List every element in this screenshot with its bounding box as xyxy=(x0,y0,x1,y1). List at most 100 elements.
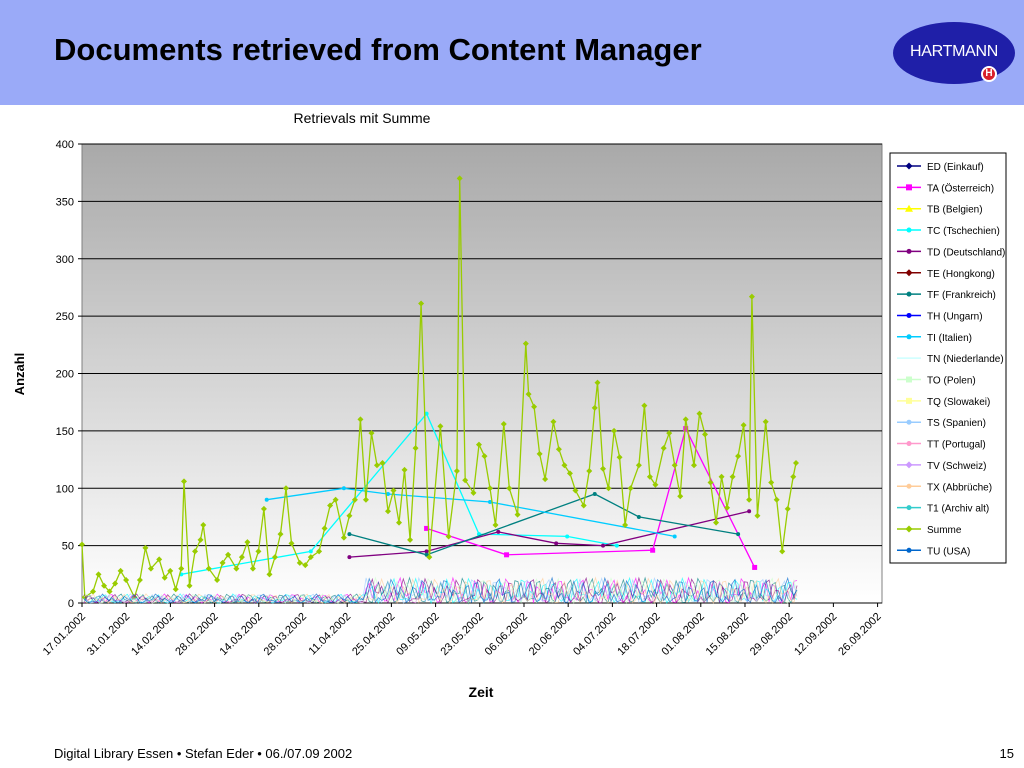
data-point xyxy=(768,479,775,486)
data-point xyxy=(249,565,256,572)
data-point xyxy=(592,491,597,496)
data-point xyxy=(752,564,758,570)
legend-marker xyxy=(906,248,912,254)
data-point xyxy=(277,531,284,538)
data-point xyxy=(156,556,163,563)
legend-label: TS (Spanien) xyxy=(927,418,986,429)
data-point xyxy=(636,514,641,519)
data-point xyxy=(200,521,207,528)
data-point xyxy=(488,500,492,505)
legend-marker xyxy=(906,419,912,425)
legend-label: Summe xyxy=(927,525,962,536)
data-point xyxy=(622,521,629,528)
x-axis: 17.01.200231.01.200214.02.200228.02.2002… xyxy=(41,602,884,658)
legend-label: TV (Schweiz) xyxy=(927,461,986,472)
legend-label: TH (Ungarn) xyxy=(927,311,983,322)
x-tick-label: 20.06.2002 xyxy=(527,611,574,658)
data-point xyxy=(373,462,380,469)
data-point xyxy=(616,454,623,461)
data-point xyxy=(396,519,403,526)
data-point xyxy=(702,431,709,438)
data-point xyxy=(172,586,179,593)
data-point xyxy=(650,547,656,553)
data-point xyxy=(555,446,562,453)
data-point xyxy=(244,539,251,546)
data-point xyxy=(601,543,606,548)
data-point xyxy=(594,379,601,386)
chart-title: Retrievals mit Summe xyxy=(294,110,431,126)
data-point xyxy=(347,555,352,560)
legend-label: TE (Hongkong) xyxy=(927,269,995,280)
slide-header: Documents retrieved from Content Manager… xyxy=(0,0,1024,105)
data-point xyxy=(492,521,499,528)
data-point xyxy=(683,426,689,432)
data-point xyxy=(385,508,391,515)
data-point xyxy=(238,554,245,561)
baseline-series-noise xyxy=(83,576,798,605)
data-point xyxy=(412,445,419,452)
data-point xyxy=(255,548,262,555)
x-tick-label: 14.03.2002 xyxy=(217,611,264,658)
data-point xyxy=(611,427,618,434)
data-point xyxy=(635,462,642,469)
data-point xyxy=(424,525,430,531)
data-point xyxy=(784,505,791,512)
data-point xyxy=(192,548,199,555)
x-tick-label: 04.07.2002 xyxy=(571,611,618,658)
legend-marker xyxy=(906,441,912,447)
data-point xyxy=(106,588,113,595)
data-point xyxy=(426,554,433,561)
data-point xyxy=(368,430,375,437)
data-point xyxy=(554,541,559,546)
data-point xyxy=(341,486,346,491)
legend-label: TA (Österreich) xyxy=(927,182,994,194)
data-point xyxy=(147,565,154,572)
data-point xyxy=(117,567,124,574)
data-point xyxy=(790,473,797,480)
retrievals-chart: Retrievals mit Summe Anzahl Zeit 0 50 100 1… xyxy=(12,110,1007,700)
y-tick-label: 0 xyxy=(68,598,74,610)
x-tick-label: 23.05.2002 xyxy=(438,611,485,658)
data-point xyxy=(178,565,185,572)
data-point xyxy=(288,540,295,547)
data-point xyxy=(307,554,314,561)
series-line-3 xyxy=(181,412,617,575)
data-point xyxy=(580,502,587,509)
data-point xyxy=(470,489,477,496)
data-point xyxy=(112,580,119,587)
data-point xyxy=(453,468,460,475)
data-point xyxy=(614,543,619,548)
legend-marker xyxy=(906,184,912,191)
data-point xyxy=(677,493,684,500)
legend-marker xyxy=(906,483,912,489)
data-point xyxy=(514,511,521,518)
legend-label: ED (Einkauf) xyxy=(927,162,984,173)
x-tick-label: 29.08.2002 xyxy=(748,611,795,658)
data-point xyxy=(496,529,501,534)
data-point xyxy=(691,462,697,469)
legend-marker xyxy=(905,204,913,212)
x-tick-label: 15.08.2002 xyxy=(704,611,751,658)
data-point xyxy=(779,548,786,555)
y-tick-label: 400 xyxy=(56,139,74,151)
data-point xyxy=(646,473,653,480)
data-point xyxy=(740,422,747,429)
data-point xyxy=(418,300,425,307)
legend-label: T1 (Archiv alt) xyxy=(927,504,989,515)
data-point xyxy=(346,512,353,519)
data-point xyxy=(746,496,753,503)
data-point xyxy=(283,485,289,492)
data-point xyxy=(205,565,212,572)
slide-title: Documents retrieved from Content Manager xyxy=(54,32,702,67)
y-tick-label: 300 xyxy=(56,254,74,266)
data-point xyxy=(379,460,386,467)
series-line-4 xyxy=(349,510,750,558)
legend-marker xyxy=(905,269,913,277)
legend-label: TB (Belgien) xyxy=(927,205,983,216)
legend-label: TF (Frankreich) xyxy=(927,290,996,301)
data-point xyxy=(340,534,347,541)
legend-label: TD (Deutschland) xyxy=(927,247,1005,258)
data-point xyxy=(271,554,278,561)
data-point xyxy=(321,525,328,532)
y-tick-label: 200 xyxy=(56,369,74,381)
